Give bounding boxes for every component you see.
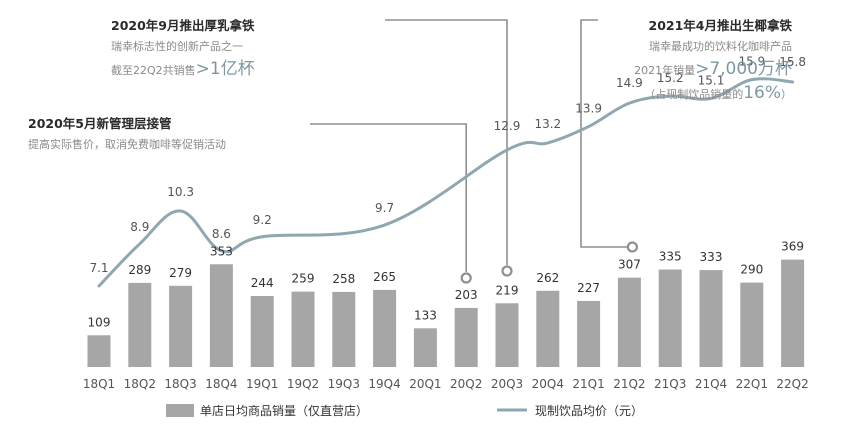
bar-label-20Q2: 203 bbox=[455, 288, 478, 302]
bar-21Q4 bbox=[699, 270, 723, 367]
callout-marker-may2020 bbox=[460, 272, 472, 284]
x-tick-20Q2: 20Q2 bbox=[450, 377, 482, 391]
x-tick-18Q3: 18Q3 bbox=[164, 377, 196, 391]
x-tick-20Q1: 20Q1 bbox=[409, 377, 441, 391]
bar-label-19Q2: 259 bbox=[292, 272, 315, 286]
price-label-20Q3: 12.9 bbox=[494, 119, 521, 133]
price-label-19Q1: 9.2 bbox=[253, 213, 272, 227]
legend-line-label: 现制饮品均价（元） bbox=[535, 404, 643, 418]
annotation-title-apr2021: 2021年4月推出生椰拿铁 bbox=[649, 18, 793, 33]
legend: 单店日均商品销量（仅直营店） 现制饮品均价（元） bbox=[166, 403, 643, 418]
price-label-22Q2: 15.8 bbox=[779, 55, 806, 69]
bar-label-20Q4: 262 bbox=[536, 271, 559, 285]
bar-label-22Q2: 369 bbox=[781, 240, 804, 254]
callout-lines bbox=[310, 19, 628, 272]
price-value-labels: 7.1 8.9 10.3 8.6 9.2 9.7 12.9 13.2 13.9 14.9 15.2 1… bbox=[89, 55, 806, 275]
x-tick-19Q3: 19Q3 bbox=[328, 377, 360, 391]
price-label-22Q1: 15.9 bbox=[738, 55, 765, 69]
bar-label-18Q4: 353 bbox=[210, 244, 233, 258]
annotation-line-sep2020-0: 瑞幸标志性的创新产品之一 bbox=[111, 39, 243, 53]
bar-19Q4 bbox=[373, 289, 397, 367]
bar-label-21Q4: 333 bbox=[700, 250, 723, 264]
price-label-21Q4: 15.1 bbox=[698, 73, 725, 87]
annotation-line-apr2021-0: 瑞幸最成功的饮料化咖啡产品 bbox=[649, 39, 792, 53]
x-tick-21Q1: 21Q1 bbox=[572, 377, 604, 391]
bar-label-19Q1: 244 bbox=[251, 276, 274, 290]
annotation-line-apr2021-2: （占现制饮品销量的16%） bbox=[644, 83, 792, 103]
x-tick-19Q1: 19Q1 bbox=[246, 377, 278, 391]
x-tick-19Q4: 19Q4 bbox=[368, 377, 400, 391]
annotation-line-apr2021-1: 2021年销量>7,000万杯 bbox=[634, 59, 792, 79]
annotation-title-may2020: 2020年5月新管理层接管 bbox=[28, 116, 172, 131]
price-line bbox=[97, 77, 795, 288]
price-line-series bbox=[97, 77, 795, 288]
bar-label-18Q3: 279 bbox=[169, 266, 192, 280]
price-label-18Q3: 10.3 bbox=[167, 185, 194, 199]
bar-19Q2 bbox=[291, 291, 315, 367]
annotation-line-sep2020-1: 截至22Q2共销售>1亿杯 bbox=[111, 59, 255, 79]
annotation-title-sep2020: 2020年9月推出厚乳拿铁 bbox=[111, 18, 255, 33]
callout-markers bbox=[460, 241, 639, 284]
price-label-21Q2: 14.9 bbox=[616, 76, 643, 90]
bar-18Q3 bbox=[169, 285, 193, 367]
callout-marker-sep2020 bbox=[501, 265, 513, 277]
bar-20Q1 bbox=[413, 328, 437, 367]
bar-22Q2 bbox=[781, 259, 805, 367]
x-tick-18Q1: 18Q1 bbox=[83, 377, 115, 391]
x-tick-22Q2: 22Q2 bbox=[776, 377, 808, 391]
bar-18Q4 bbox=[209, 264, 233, 367]
callout-line-may2020 bbox=[310, 123, 468, 272]
x-tick-22Q1: 22Q1 bbox=[736, 377, 768, 391]
price-label-21Q3: 15.2 bbox=[657, 71, 684, 85]
price-label-19Q4: 9.7 bbox=[375, 201, 394, 215]
bar-18Q1 bbox=[87, 335, 111, 367]
bar-20Q2 bbox=[454, 307, 478, 367]
price-label-18Q4: 8.6 bbox=[212, 227, 231, 241]
bar-19Q1 bbox=[250, 295, 274, 367]
x-tick-20Q3: 20Q3 bbox=[491, 377, 523, 391]
callout-marker-apr2021 bbox=[626, 241, 639, 253]
x-tick-18Q2: 18Q2 bbox=[124, 377, 156, 391]
bar-18Q2 bbox=[128, 282, 152, 367]
legend-bar-swatch bbox=[166, 404, 194, 417]
annotation-line-may2020-0: 提高实际售价，取消免费咖啡等促销活动 bbox=[28, 137, 226, 151]
bar-22Q1 bbox=[740, 282, 764, 367]
bar-label-21Q3: 335 bbox=[659, 250, 682, 264]
bar-label-19Q3: 258 bbox=[332, 272, 355, 286]
price-label-18Q2: 8.9 bbox=[130, 220, 149, 234]
bar-label-21Q2: 307 bbox=[618, 258, 641, 272]
x-tick-21Q4: 21Q4 bbox=[695, 377, 727, 391]
bar-series bbox=[87, 259, 805, 367]
bar-20Q4 bbox=[536, 290, 560, 367]
x-tick-20Q4: 20Q4 bbox=[532, 377, 564, 391]
x-tick-21Q2: 21Q2 bbox=[613, 377, 645, 391]
bar-21Q2 bbox=[617, 277, 641, 367]
x-tick-18Q4: 18Q4 bbox=[205, 377, 237, 391]
bar-label-18Q1: 109 bbox=[88, 315, 111, 329]
bar-21Q1 bbox=[577, 300, 601, 367]
bar-label-20Q1: 133 bbox=[414, 308, 437, 322]
bar-label-19Q4: 265 bbox=[373, 270, 396, 284]
x-tick-19Q2: 19Q2 bbox=[287, 377, 319, 391]
bar-20Q3 bbox=[495, 303, 519, 367]
bar-19Q3 bbox=[332, 291, 356, 367]
x-axis-ticks: 18Q1 18Q2 18Q3 18Q4 19Q1 19Q2 19Q3 19Q4 20Q1 20Q2… bbox=[83, 377, 809, 391]
price-label-20Q4: 13.2 bbox=[534, 117, 561, 131]
bar-label-22Q1: 290 bbox=[740, 263, 763, 277]
bar-value-labels: 109 289 279 353 244 259 258 265 133 203 219 262 227 3… bbox=[88, 240, 805, 330]
price-label-21Q1: 13.9 bbox=[575, 102, 602, 116]
bar-label-18Q2: 289 bbox=[128, 263, 151, 277]
legend-bar-label: 单店日均商品销量（仅直营店） bbox=[200, 403, 368, 418]
callout-line-sep2020 bbox=[385, 19, 508, 265]
price-label-18Q1: 7.1 bbox=[89, 261, 108, 275]
callout-line-apr2021 bbox=[580, 19, 628, 248]
bar-21Q3 bbox=[658, 269, 682, 367]
bar-label-21Q1: 227 bbox=[577, 281, 600, 295]
bar-label-20Q3: 219 bbox=[496, 283, 519, 297]
x-tick-21Q3: 21Q3 bbox=[654, 377, 686, 391]
